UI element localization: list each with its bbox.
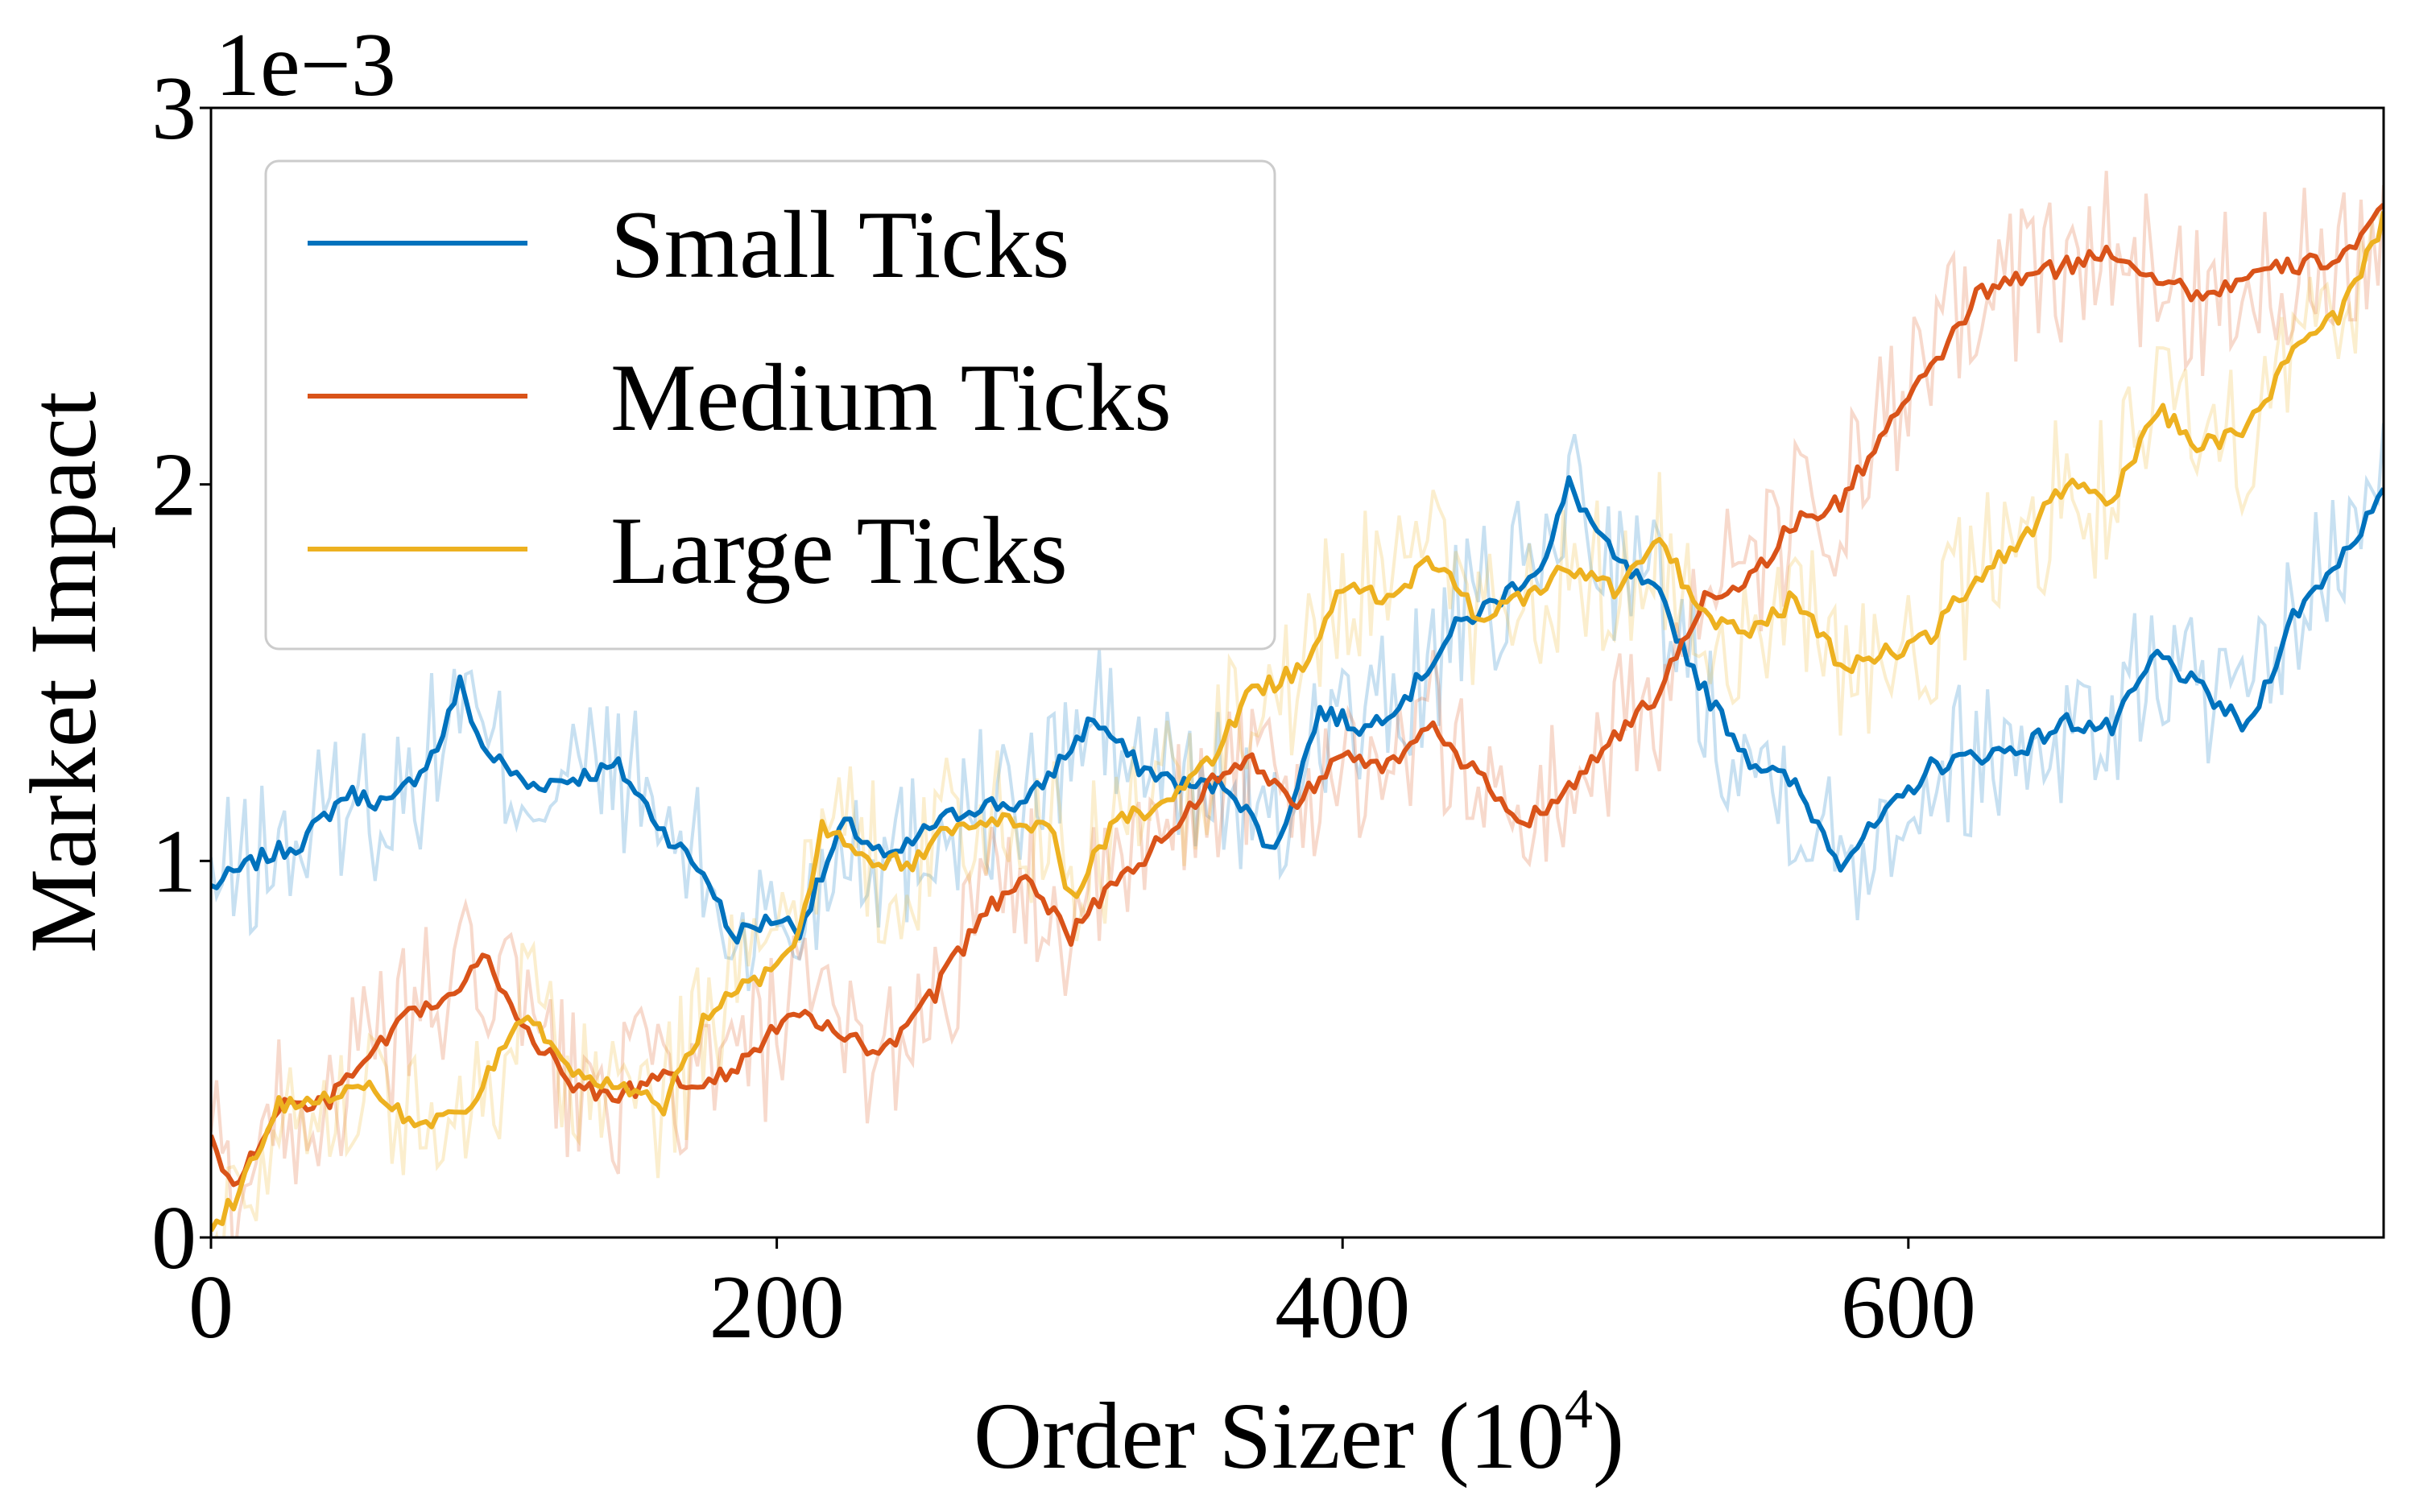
raw-series-line bbox=[211, 171, 2384, 1237]
y-tick-label: 3 bbox=[151, 59, 196, 159]
legend: Small Ticks Medium Ticks Large Ticks bbox=[264, 159, 1276, 651]
x-tick-label: 0 bbox=[188, 1258, 234, 1357]
legend-box bbox=[264, 159, 1276, 651]
x-tick-label: 200 bbox=[709, 1258, 845, 1357]
x-axis-label: Order Sizer (104) bbox=[974, 1378, 1624, 1489]
legend-label: Medium Ticks bbox=[610, 344, 1172, 451]
series-line-large-ticks bbox=[211, 211, 2384, 1233]
x-axis-label-close: ) bbox=[1593, 1383, 1624, 1489]
x-tick-label: 600 bbox=[1841, 1258, 1976, 1357]
x-tick-label: 400 bbox=[1275, 1258, 1410, 1357]
plot-frame bbox=[209, 106, 2385, 1239]
y-tick-label: 1 bbox=[151, 812, 196, 911]
legend-label: Large Ticks bbox=[610, 497, 1068, 604]
x-axis: 0 200 400 600 bbox=[188, 1237, 1976, 1357]
x-axis-label-main: Order Sizer (10 bbox=[974, 1383, 1565, 1489]
smoothed-series-group bbox=[211, 203, 2384, 1233]
series-line-small-ticks bbox=[211, 475, 2384, 945]
raw-series-line bbox=[214, 207, 2384, 1237]
x-axis-label-superscript: 4 bbox=[1565, 1378, 1593, 1440]
y-tick-label: 0 bbox=[151, 1188, 196, 1288]
series-line-medium-ticks bbox=[211, 203, 2384, 1188]
y-offset-label: 1e−3 bbox=[215, 15, 396, 115]
legend-label: Small Ticks bbox=[610, 191, 1069, 298]
y-tick-label: 2 bbox=[151, 436, 196, 535]
y-axis: 0 1 2 3 bbox=[151, 59, 211, 1288]
y-axis-label: Market Impact bbox=[10, 391, 116, 953]
